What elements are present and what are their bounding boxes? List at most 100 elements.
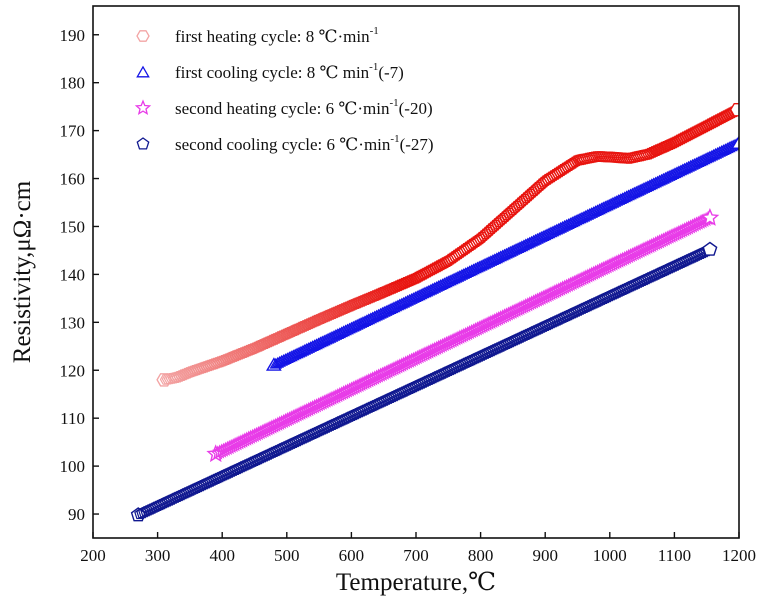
data-point [180, 486, 193, 498]
data-point [610, 286, 623, 298]
data-point [581, 299, 594, 312]
data-point [273, 443, 286, 455]
x-tick-label: 1000 [593, 546, 627, 565]
data-point [409, 380, 422, 392]
data-point [339, 412, 352, 424]
data-point [473, 350, 486, 362]
data-point [426, 371, 439, 384]
data-point [560, 309, 573, 322]
legend-marker [134, 99, 152, 115]
data-point [535, 321, 548, 333]
data-point [502, 207, 516, 219]
data-point [335, 414, 348, 426]
x-tick-label: 400 [209, 546, 235, 565]
data-point [153, 498, 166, 511]
data-point [419, 375, 432, 387]
data-point [678, 254, 691, 267]
y-tick-label: 110 [60, 409, 85, 428]
data-point [469, 352, 482, 364]
data-point [184, 484, 197, 496]
data-point [564, 308, 577, 320]
data-point [174, 488, 187, 501]
data-point [432, 369, 445, 381]
data-point [145, 502, 158, 514]
data-point [531, 323, 544, 335]
data-point [204, 359, 217, 371]
x-tick-label: 500 [274, 546, 300, 565]
data-point [457, 357, 470, 369]
data-point [506, 335, 519, 347]
data-point [254, 452, 267, 464]
data-point [498, 338, 511, 350]
data-point [310, 425, 323, 438]
data-point [388, 389, 401, 402]
data-point [275, 442, 288, 454]
data-point [405, 381, 418, 394]
data-point [322, 420, 335, 432]
data-point [546, 316, 559, 328]
data-point [498, 211, 512, 222]
y-tick-label: 190 [60, 26, 86, 45]
data-point [512, 199, 525, 210]
data-point [256, 451, 269, 463]
data-point [463, 354, 476, 367]
data-point [566, 307, 579, 319]
data-point [417, 376, 430, 388]
x-tick-label: 600 [339, 546, 365, 565]
data-point [298, 431, 311, 443]
data-point [308, 426, 321, 439]
data-point [622, 281, 635, 293]
data-point [205, 474, 218, 486]
data-point [494, 340, 507, 352]
data-point [231, 462, 244, 475]
series-1 [156, 102, 739, 387]
data-point [343, 410, 356, 422]
data-point [521, 327, 534, 340]
data-point [333, 415, 346, 427]
data-point [376, 395, 389, 407]
data-point [448, 362, 461, 374]
data-point [545, 317, 557, 329]
data-point [700, 207, 720, 226]
data-point [496, 339, 509, 351]
data-point [702, 241, 718, 256]
data-point [591, 295, 604, 307]
data-point [289, 435, 302, 448]
data-point [141, 504, 154, 516]
data-point [616, 283, 629, 295]
axes-layer: 200 300 400 500 600 700 800 900 1000 1100 1200 90 10… [60, 26, 757, 565]
data-point [638, 273, 651, 286]
data-point [523, 326, 536, 339]
data-point [630, 277, 643, 289]
data-point [620, 281, 633, 294]
data-point [556, 311, 569, 323]
data-point [395, 386, 408, 398]
data-point [250, 453, 263, 466]
data-point [579, 300, 592, 313]
data-point [436, 367, 449, 379]
data-point [510, 200, 523, 212]
x-tick-label: 700 [403, 546, 429, 565]
data-point [355, 405, 368, 417]
data-point [389, 389, 402, 401]
data-point [595, 293, 608, 305]
data-point [194, 363, 208, 374]
data-point [262, 448, 275, 460]
data-point [453, 359, 466, 371]
x-tick-label: 300 [145, 546, 171, 565]
x-axis-title: Temperature,℃ [336, 569, 496, 596]
data-point [612, 285, 625, 297]
data-point [548, 315, 561, 327]
data-point [246, 455, 259, 467]
data-point [219, 468, 232, 480]
data-point [484, 344, 497, 357]
data-point [403, 382, 416, 394]
data-point [524, 188, 537, 200]
data-point [489, 219, 502, 231]
data-point [495, 214, 508, 226]
data-point [296, 432, 309, 444]
data-point [386, 390, 399, 403]
data-point [240, 458, 253, 470]
data-point [248, 454, 261, 466]
data-point [481, 346, 494, 358]
